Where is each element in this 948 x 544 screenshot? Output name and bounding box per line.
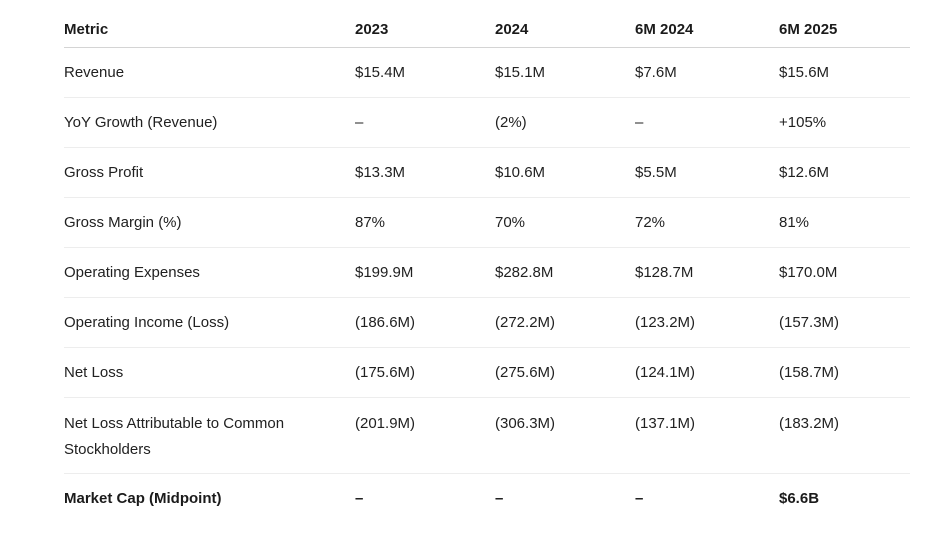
table-cell: (137.1M) — [635, 397, 779, 474]
table-cell: $15.1M — [495, 47, 635, 98]
column-header-2024: 2024 — [495, 0, 635, 48]
column-header-metric: Metric — [64, 0, 355, 48]
table-cell: (275.6M) — [495, 347, 635, 398]
table-cell: (175.6M) — [355, 347, 495, 398]
table-row-operating-income: Operating Income (Loss) (186.6M) (272.2M… — [64, 297, 910, 348]
table-cell: $12.6M — [779, 147, 910, 198]
row-label: Gross Profit — [64, 147, 355, 198]
table-row-net-loss-attributable: Net Loss Attributable to Common Stockhol… — [64, 397, 910, 474]
table-row-gross-margin: Gross Margin (%) 87% 70% 72% 81% — [64, 197, 910, 248]
financial-metrics-table: Metric 2023 2024 6M 2024 6M 2025 Revenue… — [64, 0, 910, 523]
table-cell: $15.4M — [355, 47, 495, 98]
row-label: Net Loss — [64, 347, 355, 398]
row-label: Net Loss Attributable to Common Stockhol… — [64, 397, 355, 474]
table-cell: (2%) — [495, 97, 635, 148]
table-cell: (158.7M) — [779, 347, 910, 398]
table-cell: $128.7M — [635, 247, 779, 298]
table-cell: – — [635, 490, 644, 507]
table-cell: $10.6M — [495, 147, 635, 198]
table-cell: $282.8M — [495, 247, 635, 298]
table-cell: 87% — [355, 197, 495, 248]
column-header-2023: 2023 — [355, 0, 495, 48]
table-cell: – — [635, 97, 779, 148]
table-cell: 70% — [495, 197, 635, 248]
row-label: Operating Income (Loss) — [64, 297, 355, 348]
table-row-market-cap: Market Cap (Midpoint) – – – $6.6B — [64, 474, 910, 524]
table-cell: $5.5M — [635, 147, 779, 198]
table-row-net-loss: Net Loss (175.6M) (275.6M) (124.1M) (158… — [64, 347, 910, 398]
table-row-gross-profit: Gross Profit $13.3M $10.6M $5.5M $12.6M — [64, 147, 910, 198]
table-cell: $6.6B — [779, 490, 820, 507]
row-label: Operating Expenses — [64, 247, 355, 298]
column-header-6m-2025: 6M 2025 — [779, 0, 910, 48]
table-cell: +105% — [779, 97, 910, 148]
column-header-6m-2024: 6M 2024 — [635, 0, 779, 48]
table-row-yoy-growth: YoY Growth (Revenue) – (2%) – +105% — [64, 97, 910, 148]
table-cell: – — [495, 490, 504, 507]
table-cell: (123.2M) — [635, 297, 779, 348]
table-cell: (272.2M) — [495, 297, 635, 348]
table-cell: $170.0M — [779, 247, 910, 298]
table-row-revenue: Revenue $15.4M $15.1M $7.6M $15.6M — [64, 47, 910, 98]
table-cell: $7.6M — [635, 47, 779, 98]
row-label: YoY Growth (Revenue) — [64, 97, 355, 148]
table-cell: $199.9M — [355, 247, 495, 298]
table-cell: $15.6M — [779, 47, 910, 98]
table-row-operating-expenses: Operating Expenses $199.9M $282.8M $128.… — [64, 247, 910, 298]
table-header-row: Metric 2023 2024 6M 2024 6M 2025 — [64, 0, 910, 48]
row-label: Gross Margin (%) — [64, 197, 355, 248]
table-cell: (157.3M) — [779, 297, 910, 348]
table-cell: 81% — [779, 197, 910, 248]
table-cell: 72% — [635, 197, 779, 248]
table-cell: (183.2M) — [779, 397, 910, 474]
table-cell: (124.1M) — [635, 347, 779, 398]
table-cell: $13.3M — [355, 147, 495, 198]
table-cell: – — [355, 490, 364, 507]
row-label: Market Cap (Midpoint) — [64, 490, 222, 507]
table-cell: (306.3M) — [495, 397, 635, 474]
row-label: Revenue — [64, 47, 355, 98]
table-cell: (201.9M) — [355, 397, 495, 474]
table-cell: (186.6M) — [355, 297, 495, 348]
table-cell: – — [355, 97, 495, 148]
